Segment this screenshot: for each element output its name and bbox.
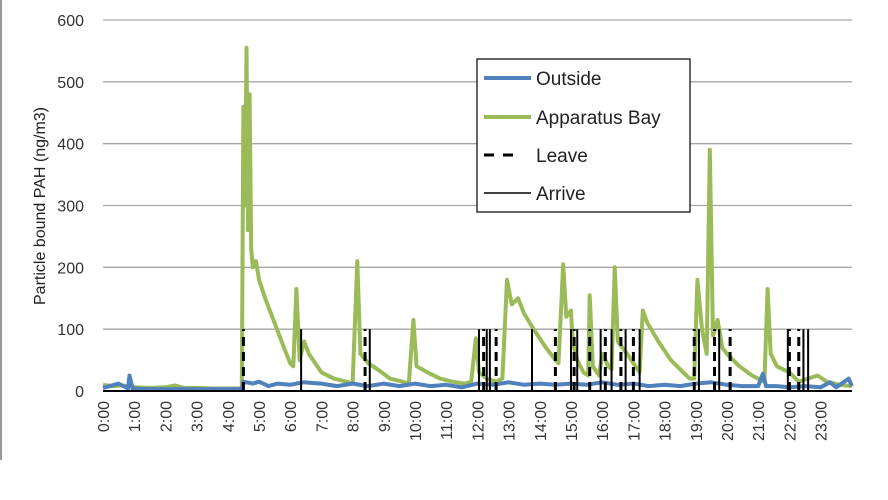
- events-layer: [241, 329, 810, 391]
- gridlines: [103, 19, 852, 330]
- x-tick-label: 15:00: [564, 401, 581, 441]
- legend-label-leave: Leave: [536, 146, 588, 167]
- x-tick-label: 0:00: [96, 401, 113, 432]
- series-apparatus-bay: [102, 45, 853, 391]
- legend-box: [476, 58, 691, 213]
- legend-item-leave: Leave: [484, 146, 588, 167]
- frame-border: [0, 0, 2, 460]
- x-tick-label: 8:00: [346, 401, 363, 432]
- x-tick-label: 2:00: [158, 401, 175, 432]
- x-axis-ticks: 0:00 1:00 2:00 3:00 4:00 5:00 6:00 7:00 8:00 9:00…: [96, 401, 831, 441]
- x-tick-label: 19:00: [689, 401, 706, 441]
- y-tick-label: 0: [75, 384, 84, 401]
- legend-label-apparatus-bay: Apparatus Bay: [536, 108, 661, 129]
- x-tick-label: 4:00: [221, 401, 238, 432]
- legend-label-outside: Outside: [536, 69, 601, 90]
- x-tick-label: 17:00: [626, 401, 643, 441]
- legend-label-arrive: Arrive: [536, 184, 586, 205]
- x-tick-label: 9:00: [377, 401, 394, 432]
- x-tick-label: 13:00: [502, 401, 519, 441]
- x-tick-label: 21:00: [751, 401, 768, 441]
- y-tick-label: 100: [57, 322, 84, 339]
- legend-item-arrive: Arrive: [484, 184, 586, 205]
- legend-item-outside: Outside: [484, 69, 601, 90]
- y-axis-label: Particle bound PAH (ng/m3): [32, 107, 49, 305]
- y-axis-ticks: 0 100 200 300 400 500 600: [57, 13, 84, 401]
- legend: Outside Apparatus Bay Leave Arrive: [476, 58, 691, 213]
- y-tick-label: 500: [57, 75, 84, 92]
- x-tick-label: 20:00: [720, 401, 737, 441]
- x-tick-label: 14:00: [533, 401, 550, 441]
- y-tick-label: 600: [57, 13, 84, 30]
- x-tick-label: 11:00: [439, 401, 456, 440]
- y-tick-label: 200: [57, 260, 84, 277]
- y-tick-label: 400: [57, 137, 84, 154]
- x-tick-label: 10:00: [408, 401, 425, 441]
- legend-item-apparatus-bay: Apparatus Bay: [484, 108, 661, 129]
- x-tick-label: 1:00: [127, 401, 144, 432]
- y-tick-label: 300: [57, 199, 84, 216]
- x-tick-label: 7:00: [314, 401, 331, 432]
- x-tick-label: 5:00: [252, 401, 269, 432]
- x-tick-label: 22:00: [782, 401, 799, 441]
- x-tick-label: 6:00: [283, 401, 300, 432]
- x-tick-label: 18:00: [658, 401, 675, 441]
- x-tick-label: 16:00: [595, 401, 612, 441]
- x-tick-label: 3:00: [190, 401, 207, 432]
- x-tick-label: 23:00: [814, 401, 831, 441]
- x-tick-label: 12:00: [470, 401, 487, 441]
